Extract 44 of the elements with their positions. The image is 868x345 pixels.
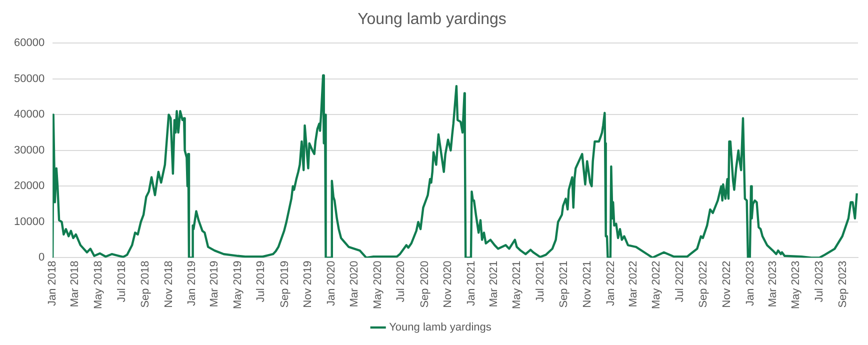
y-tick-label: 10000 bbox=[14, 216, 45, 228]
x-tick-label: Jan 2019 bbox=[186, 260, 198, 306]
x-tick-label: Jan 2021 bbox=[465, 260, 478, 306]
x-tick-label: Jul 2020 bbox=[395, 260, 408, 302]
x-tick-label: May 2021 bbox=[511, 260, 524, 310]
x-tick-label: Nov 2022 bbox=[720, 260, 733, 308]
x-tick-label: May 2023 bbox=[790, 260, 802, 310]
x-tick-label: Jan 2020 bbox=[326, 260, 338, 306]
y-tick-label: 40000 bbox=[14, 108, 45, 121]
x-tick-label: Jan 2022 bbox=[604, 260, 617, 306]
x-tick-label: Nov 2018 bbox=[162, 260, 175, 308]
x-tick-label: Sep 2021 bbox=[558, 260, 570, 308]
x-tick-label: Jul 2021 bbox=[534, 260, 547, 302]
x-tick-label: Jul 2023 bbox=[813, 260, 826, 302]
y-tick-label: 20000 bbox=[14, 180, 45, 192]
x-tick-label: Sep 2020 bbox=[418, 260, 431, 308]
y-tick-label: 30000 bbox=[14, 144, 45, 156]
x-tick-label: Mar 2021 bbox=[488, 260, 500, 308]
x-tick-label: May 2022 bbox=[650, 260, 663, 310]
y-tick-label: 60000 bbox=[14, 37, 45, 50]
chart-title: Young lamb yardings bbox=[358, 11, 506, 28]
x-tick-label: Nov 2020 bbox=[442, 260, 454, 308]
x-tick-label: May 2018 bbox=[92, 260, 104, 310]
x-tick-label: Jan 2018 bbox=[46, 260, 59, 306]
x-tick-label: Mar 2019 bbox=[208, 260, 221, 308]
x-tick-label: Jul 2019 bbox=[255, 260, 268, 302]
x-tick-label: Jul 2018 bbox=[116, 260, 128, 302]
x-tick-label: Mar 2018 bbox=[69, 260, 82, 308]
x-tick-label: Nov 2021 bbox=[582, 260, 594, 308]
x-tick-label: Mar 2020 bbox=[348, 260, 360, 308]
x-tick-label: Mar 2022 bbox=[627, 260, 640, 308]
x-tick-label: Sep 2018 bbox=[139, 260, 152, 308]
x-tick-label: Mar 2023 bbox=[766, 260, 779, 308]
x-tick-label: Nov 2019 bbox=[302, 260, 314, 308]
x-tick-label: May 2020 bbox=[372, 260, 384, 310]
x-tick-label: Sep 2019 bbox=[278, 260, 291, 308]
x-tick-label: May 2019 bbox=[232, 260, 244, 310]
legend-label: Young lamb yardings bbox=[389, 322, 492, 334]
x-tick-label: Sep 2023 bbox=[837, 260, 850, 308]
x-tick-label: Jan 2023 bbox=[744, 260, 756, 306]
y-tick-label: 50000 bbox=[14, 72, 45, 85]
y-tick-label: 0 bbox=[38, 252, 45, 264]
x-tick-label: Jul 2022 bbox=[674, 260, 686, 302]
x-tick-label: Sep 2022 bbox=[698, 260, 710, 308]
